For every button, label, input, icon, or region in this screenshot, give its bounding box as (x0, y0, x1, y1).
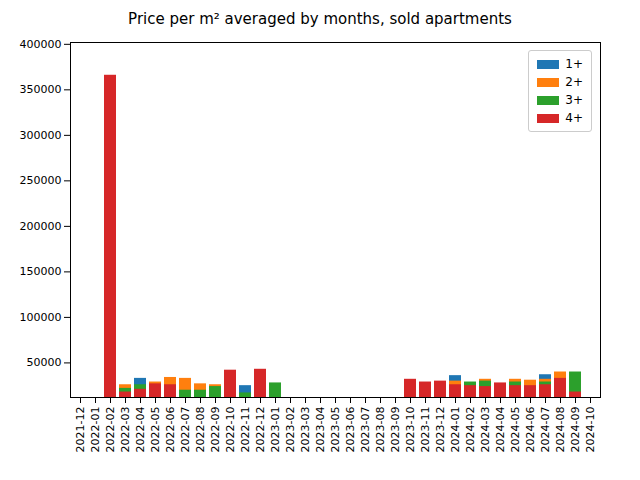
svg-text:200000: 200000 (20, 220, 62, 233)
svg-text:2023-12: 2023-12 (434, 407, 447, 453)
svg-text:2023-05: 2023-05 (329, 407, 342, 453)
svg-text:2024-01: 2024-01 (449, 407, 462, 453)
html-text:Price per m² averaged by month: Price per m² averaged by months, sold ap… (128, 10, 512, 28)
svg-text:2022-02: 2022-02 (104, 407, 117, 453)
svg-text:350000: 350000 (20, 83, 62, 96)
svg-text:2024-06: 2024-06 (524, 407, 537, 453)
svg-text:2024-03: 2024-03 (479, 407, 492, 453)
svg-text:2024-09: 2024-09 (569, 407, 582, 453)
svg-text:400000: 400000 (20, 38, 62, 51)
svg-text:50000: 50000 (27, 356, 62, 369)
html-text:4+: 4+ (565, 111, 583, 125)
svg-text:2022-04: 2022-04 (134, 407, 147, 453)
svg-text:100000: 100000 (20, 311, 62, 324)
svg-text:2024-04: 2024-04 (494, 407, 507, 453)
svg-text:2023-07: 2023-07 (359, 407, 372, 453)
svg-text:2024-02: 2024-02 (464, 407, 477, 453)
svg-text:2022-01: 2022-01 (89, 407, 102, 453)
svg-text:2024-08: 2024-08 (554, 407, 567, 453)
svg-text:2023-10: 2023-10 (404, 407, 417, 453)
svg-text:2022-10: 2022-10 (224, 407, 237, 453)
svg-text:2023-03: 2023-03 (299, 407, 312, 453)
svg-text:2024-05: 2024-05 (509, 407, 522, 453)
svg-text:2022-09: 2022-09 (209, 407, 222, 453)
svg-text:2023-01: 2023-01 (269, 407, 282, 453)
svg-text:2023-11: 2023-11 (419, 407, 432, 453)
svg-text:2022-07: 2022-07 (179, 407, 192, 453)
svg-text:300000: 300000 (20, 129, 62, 142)
html-text:2+: 2+ (565, 75, 583, 89)
svg-text:2022-06: 2022-06 (164, 407, 177, 453)
svg-text:250000: 250000 (20, 174, 62, 187)
svg-text:2022-11: 2022-11 (239, 407, 252, 453)
svg-text:2022-05: 2022-05 (149, 407, 162, 453)
svg-text:2023-02: 2023-02 (284, 407, 297, 453)
svg-text:150000: 150000 (20, 265, 62, 278)
svg-text:2024-10: 2024-10 (584, 407, 597, 453)
svg-text:2022-03: 2022-03 (119, 407, 132, 453)
svg-text:2024-07: 2024-07 (539, 407, 552, 453)
svg-text:2023-08: 2023-08 (374, 407, 387, 453)
svg-text:2023-04: 2023-04 (314, 407, 327, 453)
svg-text:2023-06: 2023-06 (344, 407, 357, 453)
svg-text:2021-12: 2021-12 (74, 407, 87, 453)
svg-text:2022-08: 2022-08 (194, 407, 207, 453)
svg-text:2023-09: 2023-09 (389, 407, 402, 453)
svg-text:2022-12: 2022-12 (254, 407, 267, 453)
html-text:1+: 1+ (565, 57, 583, 71)
html-text:3+: 3+ (565, 93, 583, 107)
